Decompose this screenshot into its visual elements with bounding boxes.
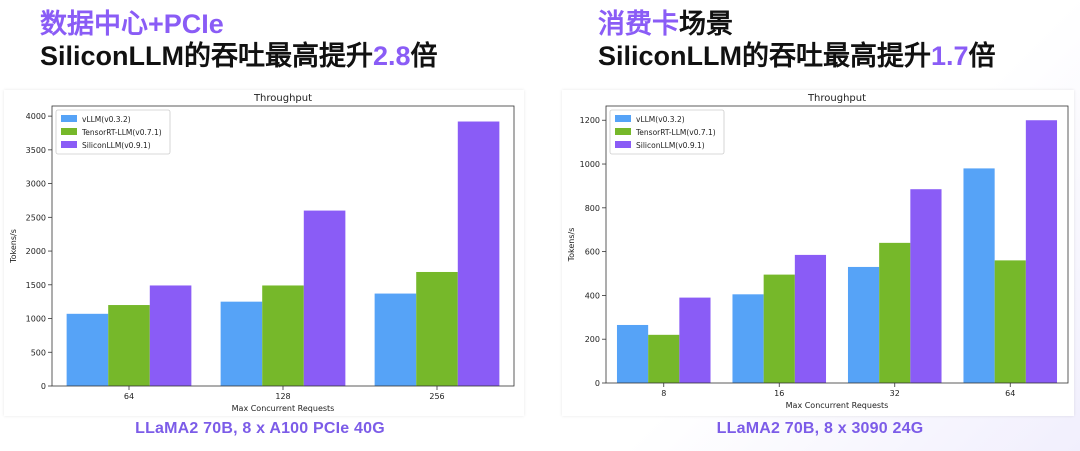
bar-tensorrtllm-16 <box>763 274 795 383</box>
legend-label: TensorRT-LLM(v0.7.1) <box>81 128 162 137</box>
throughput-chart-consumer: Throughput 0 200 400 600 800 1000 1200 8 16 32 64 Ma… <box>567 93 1069 410</box>
y-tick-label: 1000 <box>580 160 600 169</box>
x-tick-label: 8 <box>661 389 666 398</box>
heading-line2-prefix: SiliconLLM的吞吐最高提升 <box>40 41 373 71</box>
legend-swatch <box>615 115 631 122</box>
chart-title: Throughput <box>807 93 866 104</box>
heading-line2-suffix: 倍 <box>410 41 438 71</box>
bar-siliconllm-128 <box>303 210 346 386</box>
bar-tensorrtllm-128 <box>262 285 304 386</box>
heading-line1: 消费卡场景 <box>598 8 996 40</box>
legend-swatch <box>61 141 77 148</box>
heading-line2-prefix: SiliconLLM的吞吐最高提升 <box>598 41 931 71</box>
heading-line1-rest: 场景 <box>679 9 733 39</box>
heading-line2-suffix: 倍 <box>968 41 996 71</box>
y-tick-label: 4000 <box>26 112 46 121</box>
y-tick-label: 1000 <box>26 315 46 324</box>
plot-frame <box>605 105 1069 384</box>
x-tick-label: 32 <box>890 389 900 398</box>
y-axis-label: Tokens/s <box>567 228 576 263</box>
x-tick-label: 128 <box>275 392 290 401</box>
y-tick-label: 600 <box>585 248 600 257</box>
speedup-value: 1.7 <box>931 41 969 71</box>
bar-tensorrtllm-64 <box>108 305 150 386</box>
legend: vLLM(v0.3.2) TensorRT-LLM(v0.7.1) SiliconL… <box>609 109 725 155</box>
x-axis-label: Max Concurrent Requests <box>232 404 335 413</box>
legend-label: vLLM(v0.3.2) <box>82 115 131 124</box>
legend-swatch <box>615 128 631 135</box>
bar-tensorrtllm-64 <box>994 260 1026 383</box>
y-tick-label: 0 <box>595 379 600 388</box>
bar-vllm-16 <box>732 294 764 383</box>
legend-box <box>609 109 725 155</box>
legend-swatch <box>61 115 77 122</box>
y-tick-label: 3500 <box>26 146 46 155</box>
panel-datacenter: 数据中心+PCIe SiliconLLM的吞吐最高提升2.8倍 Throughp… <box>4 8 524 437</box>
y-tick-label: 500 <box>31 348 46 357</box>
bar-siliconllm-64 <box>1025 120 1058 383</box>
x-tick-label: 64 <box>124 392 134 401</box>
bar-vllm-256 <box>374 293 417 386</box>
bar-vllm-32 <box>847 266 880 383</box>
bar-siliconllm-16 <box>794 254 827 383</box>
speedup-value: 2.8 <box>373 41 411 71</box>
y-axis-label: Tokens/s <box>9 229 18 264</box>
bar-tensorrtllm-256 <box>416 271 458 386</box>
bar-vllm-128 <box>220 301 263 386</box>
panel-consumer: 消费卡场景 SiliconLLM的吞吐最高提升1.7倍 Throughput 0 2… <box>540 0 1080 451</box>
legend-label: vLLM(v0.3.2) <box>636 115 685 124</box>
caption-datacenter: LLaMA2 70B, 8 x A100 PCIe 40G <box>135 420 385 437</box>
heading-line2: SiliconLLM的吞吐最高提升1.7倍 <box>598 40 996 72</box>
y-tick-label: 3000 <box>26 180 46 189</box>
bar-siliconllm-64 <box>149 285 192 386</box>
y-tick-label: 400 <box>585 291 600 300</box>
y-tick-label: 1200 <box>580 116 600 125</box>
y-tick-label: 1500 <box>26 281 46 290</box>
bar-siliconllm-32 <box>910 189 942 383</box>
chart-container-datacenter: Throughput 0 500 1000 1500 2000 2500 3000 3500 40… <box>4 90 524 416</box>
bar-vllm-64 <box>963 168 995 383</box>
x-tick-label: 64 <box>1005 389 1015 398</box>
legend-swatch <box>61 128 77 135</box>
legend-label: SiliconLLM(v0.9.1) <box>82 141 151 150</box>
bar-siliconllm-8 <box>679 297 711 383</box>
bar-siliconllm-256 <box>457 121 500 387</box>
legend-box <box>55 109 171 155</box>
y-tick-label: 0 <box>41 382 46 391</box>
heading-line2: SiliconLLM的吞吐最高提升2.8倍 <box>40 40 438 72</box>
bar-vllm-8 <box>616 324 649 383</box>
heading-consumer: 消费卡场景 SiliconLLM的吞吐最高提升1.7倍 <box>598 8 996 72</box>
heading-line1-accent: 消费卡 <box>598 9 679 39</box>
legend-label: TensorRT-LLM(v0.7.1) <box>635 128 716 137</box>
bar-tensorrtllm-32 <box>879 242 911 383</box>
legend-swatch <box>615 141 631 148</box>
bar-tensorrtllm-8 <box>648 334 680 383</box>
chart-title: Throughput <box>253 93 312 104</box>
heading-datacenter: 数据中心+PCIe SiliconLLM的吞吐最高提升2.8倍 <box>40 8 438 72</box>
bar-vllm-64 <box>66 313 109 386</box>
plot-frame <box>51 105 515 387</box>
throughput-chart-datacenter: Throughput 0 500 1000 1500 2000 2500 3000 3500 40… <box>9 93 515 413</box>
legend-label: SiliconLLM(v0.9.1) <box>636 141 705 150</box>
y-tick-label: 2500 <box>26 213 46 222</box>
y-tick-label: 2000 <box>26 247 46 256</box>
x-axis-label: Max Concurrent Requests <box>786 401 889 410</box>
heading-line1: 数据中心+PCIe <box>40 9 224 39</box>
chart-container-consumer: Throughput 0 200 400 600 800 1000 1200 8 16 32 64 Ma… <box>562 90 1074 416</box>
x-tick-label: 256 <box>429 392 444 401</box>
caption-consumer: LLaMA2 70B, 8 x 3090 24G <box>716 420 924 437</box>
y-tick-label: 800 <box>585 204 600 213</box>
x-tick-label: 16 <box>774 389 784 398</box>
legend: vLLM(v0.3.2) TensorRT-LLM(v0.7.1) SiliconL… <box>55 109 171 155</box>
y-tick-label: 200 <box>585 335 600 344</box>
